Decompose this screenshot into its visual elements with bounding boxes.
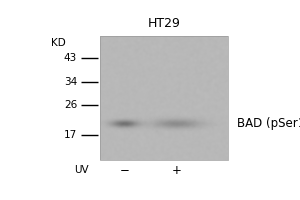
Bar bbox=[100, 36, 228, 160]
Text: +: + bbox=[172, 164, 182, 177]
Text: BAD (pSer136): BAD (pSer136) bbox=[238, 117, 300, 130]
Text: KD: KD bbox=[52, 38, 66, 48]
Text: UV: UV bbox=[74, 165, 89, 175]
Text: 26: 26 bbox=[64, 100, 77, 110]
Text: 43: 43 bbox=[64, 53, 77, 63]
Text: HT29: HT29 bbox=[148, 17, 181, 30]
Text: −: − bbox=[120, 164, 130, 177]
Text: 17: 17 bbox=[64, 130, 77, 140]
Text: 34: 34 bbox=[64, 77, 77, 87]
